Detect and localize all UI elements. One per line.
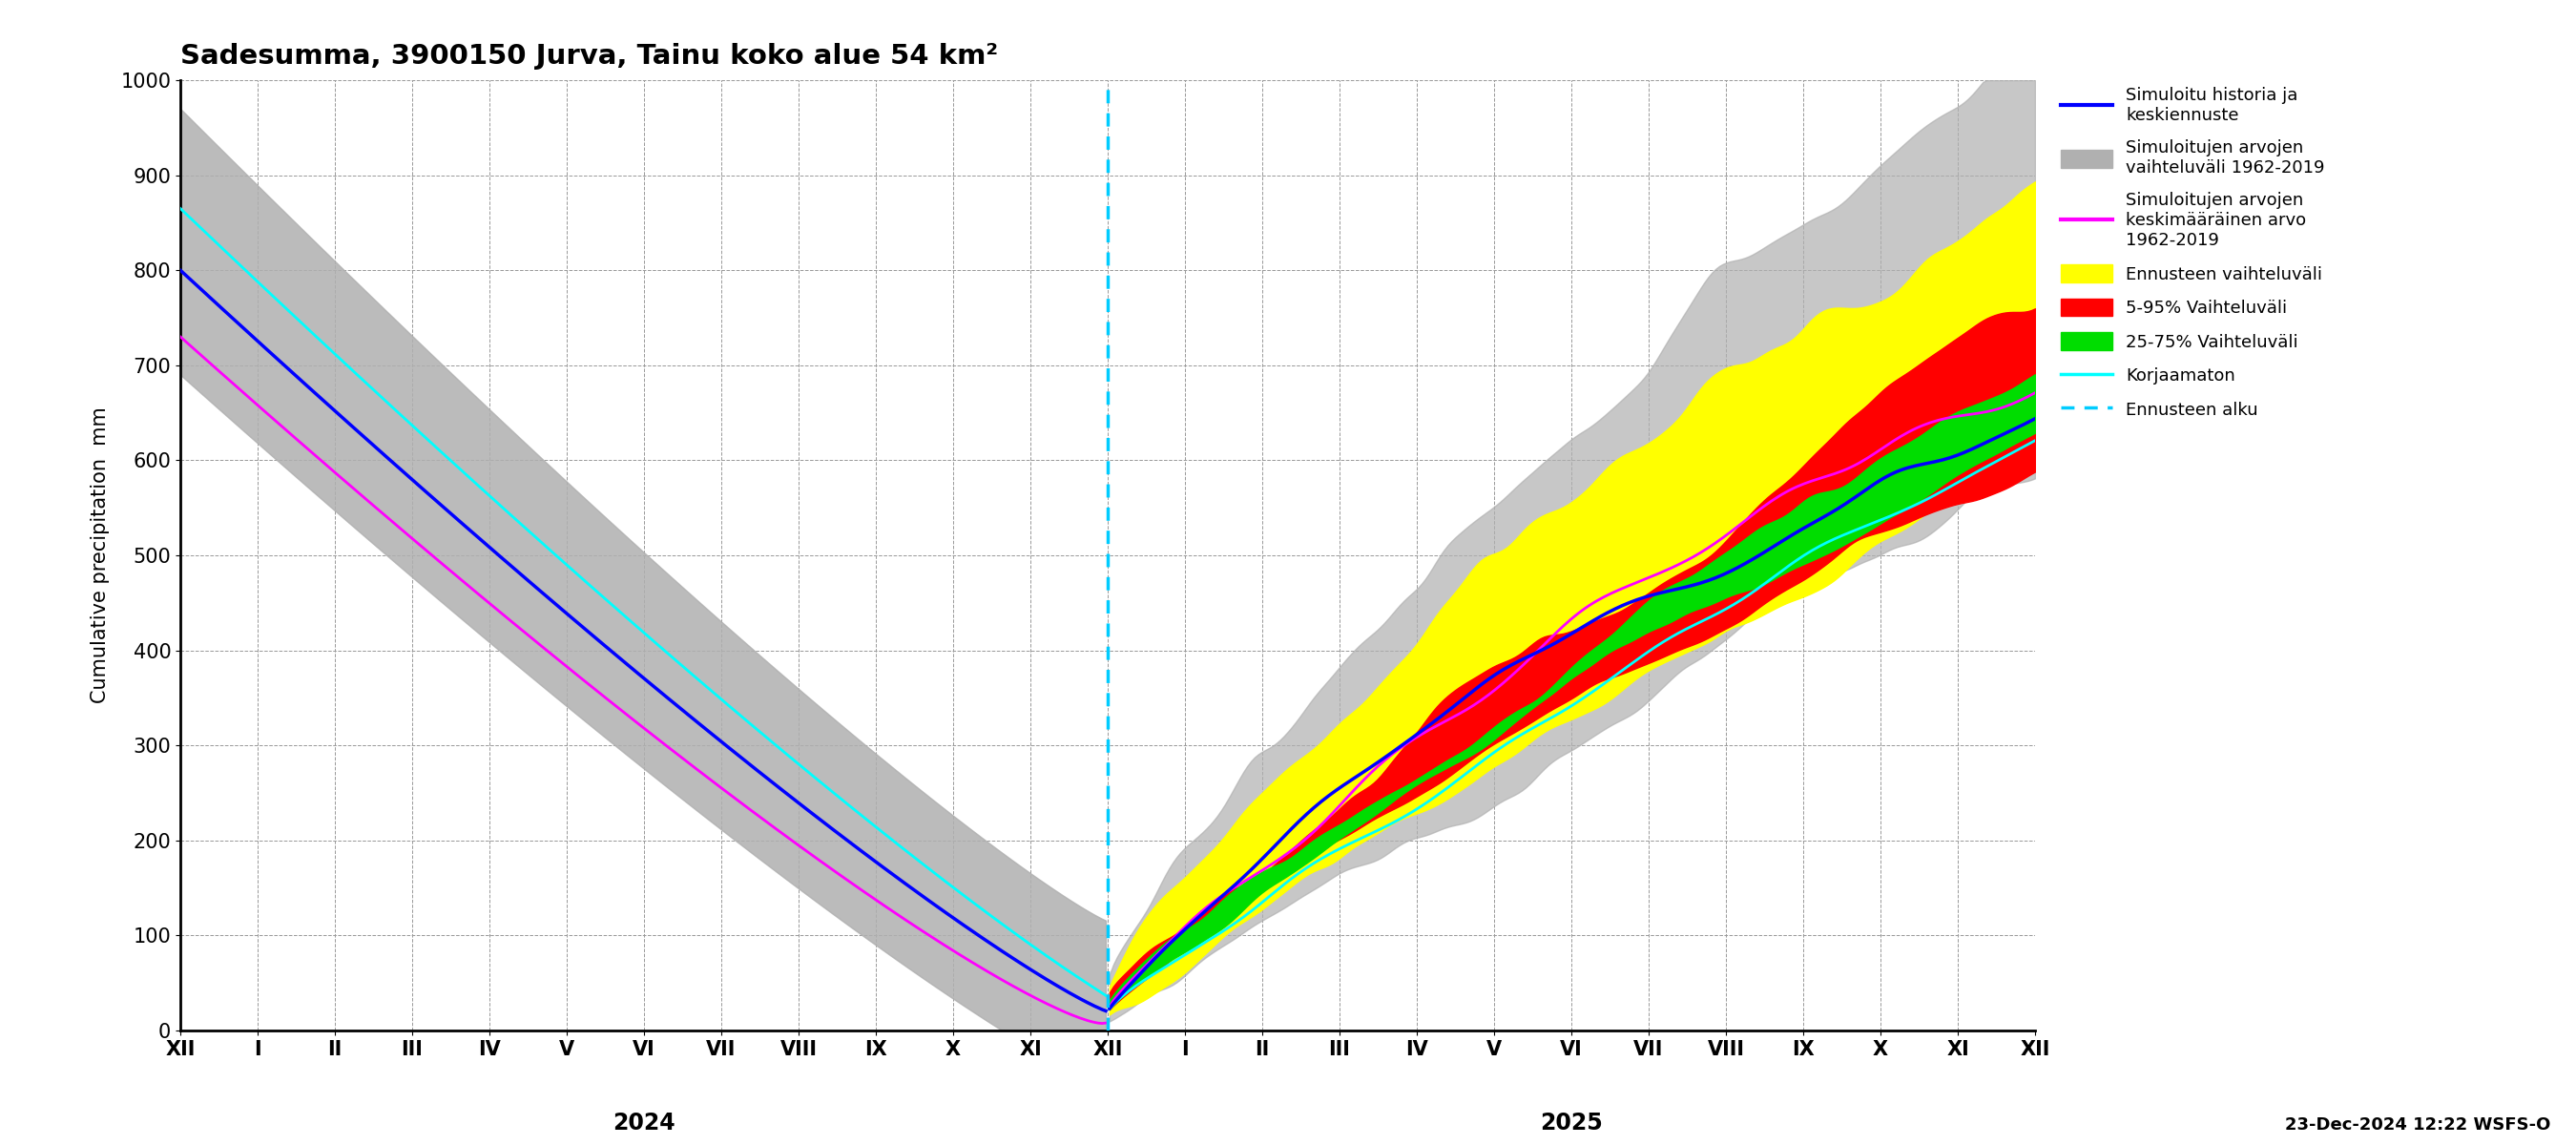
Text: 2024: 2024 bbox=[613, 1112, 675, 1135]
Text: 2025: 2025 bbox=[1540, 1112, 1602, 1135]
Legend: Simuloitu historia ja
keskiennuste, Simuloitujen arvojen
vaihteluväli 1962-2019,: Simuloitu historia ja keskiennuste, Simu… bbox=[2053, 80, 2331, 426]
Y-axis label: Cumulative precipitation  mm: Cumulative precipitation mm bbox=[90, 408, 111, 703]
Text: Sadesumma, 3900150 Jurva, Tainu koko alue 54 km²: Sadesumma, 3900150 Jurva, Tainu koko alu… bbox=[180, 44, 997, 70]
Text: 23-Dec-2024 12:22 WSFS-O: 23-Dec-2024 12:22 WSFS-O bbox=[2285, 1116, 2550, 1134]
